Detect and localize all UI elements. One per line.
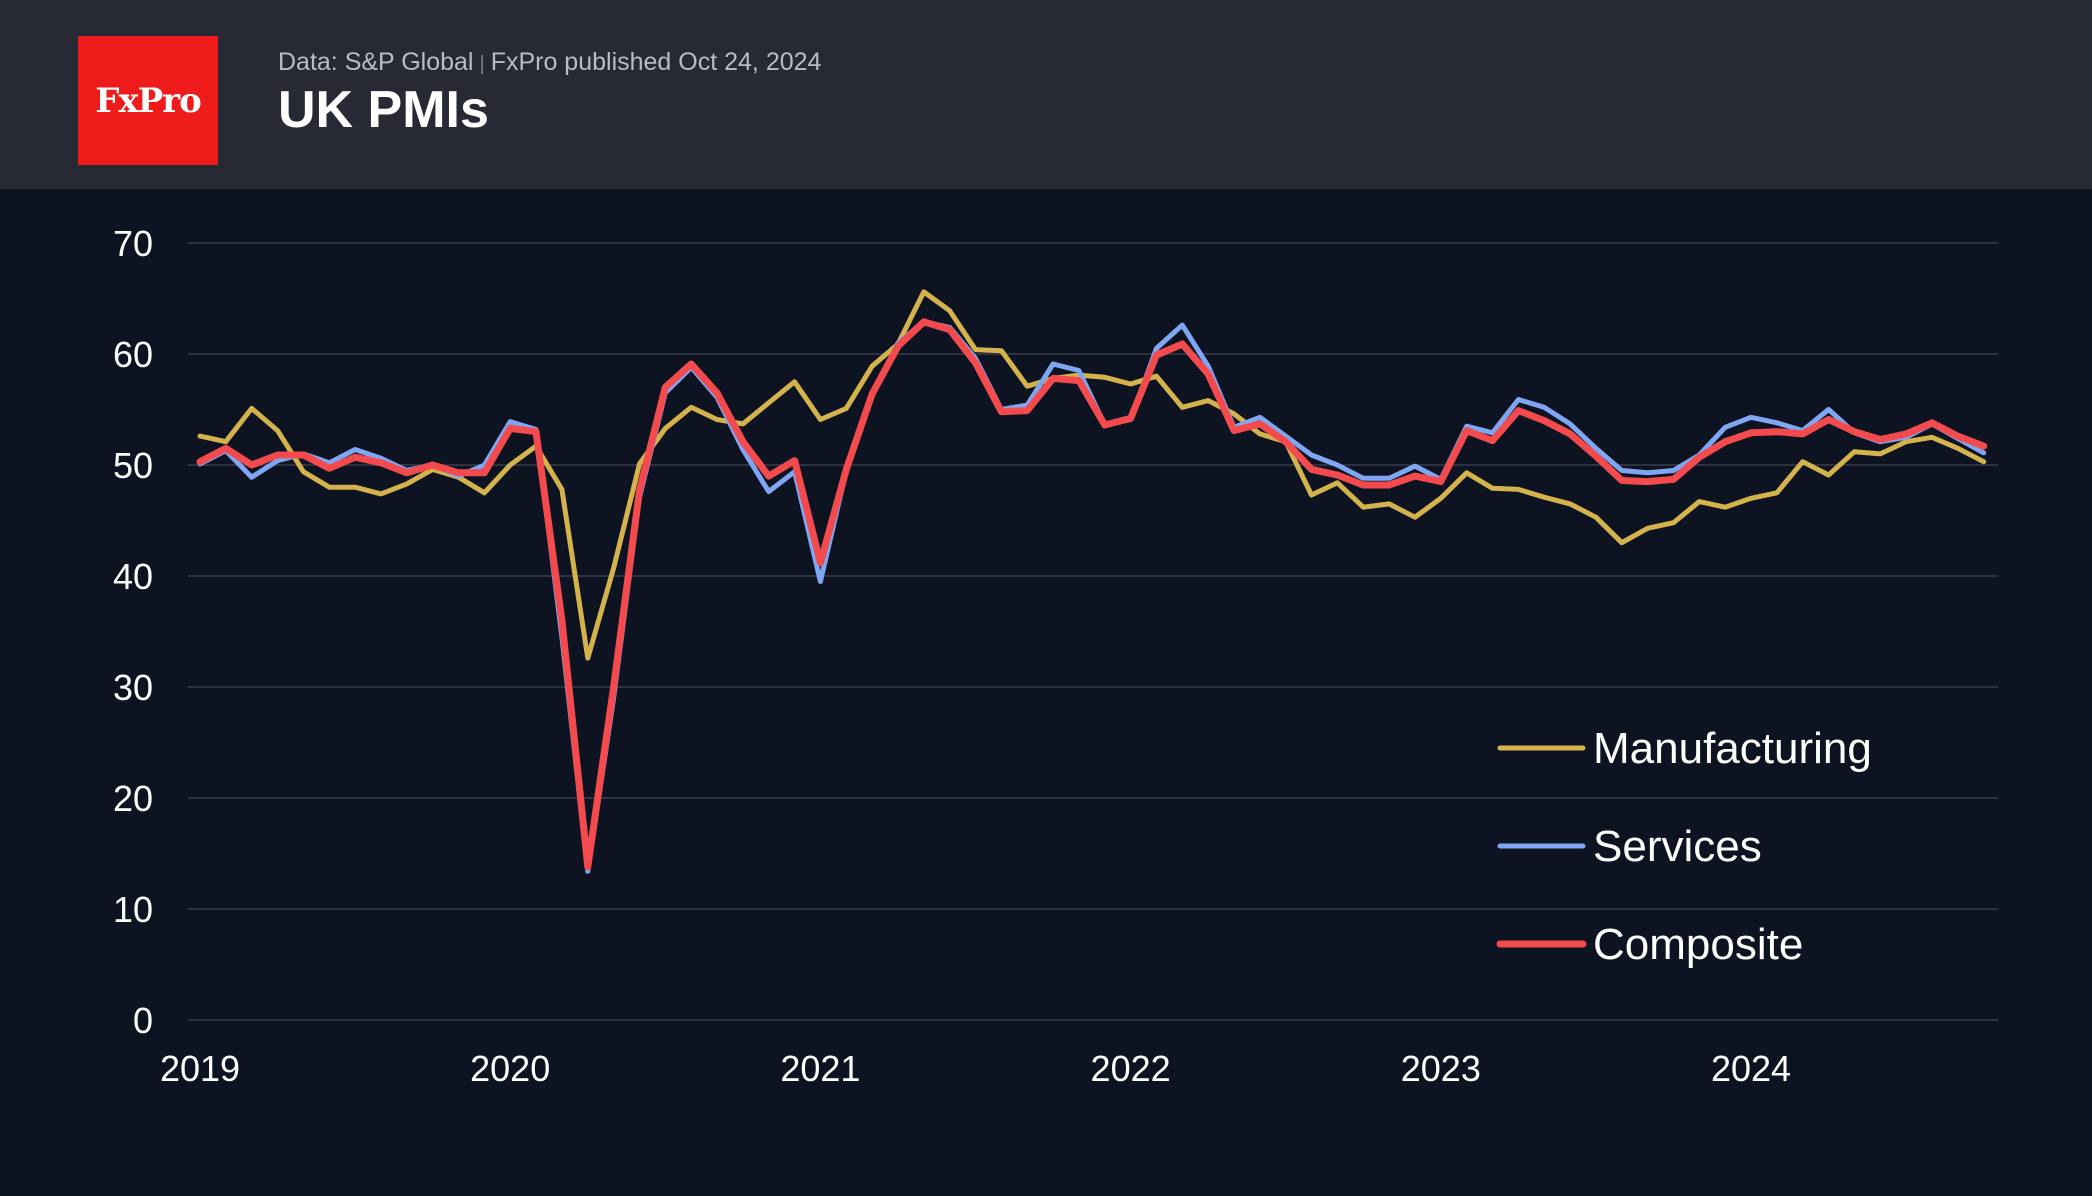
published-date: FxPro published Oct 24, 2024 — [490, 48, 822, 76]
fxpro-logo: FxPro — [78, 36, 218, 165]
x-tick-label: 2019 — [160, 1048, 240, 1089]
y-tick-label: 40 — [113, 556, 153, 597]
legend: Manufacturing Services Composite — [1496, 724, 1872, 969]
series-line-composite — [196, 318, 1988, 871]
y-tick-label: 60 — [113, 334, 153, 375]
y-tick-label: 0 — [133, 1000, 153, 1041]
y-tick-label: 50 — [113, 445, 153, 486]
legend-label-composite: Composite — [1593, 920, 1803, 969]
y-tick-label: 20 — [113, 778, 153, 819]
x-tick-label: 2020 — [470, 1048, 550, 1089]
x-tick-label: 2021 — [780, 1048, 860, 1089]
x-tick-label: 2023 — [1401, 1048, 1481, 1089]
x-axis-ticks: 2019 2020 2021 2022 2023 2024 — [160, 1048, 1791, 1089]
legend-label-manufacturing: Manufacturing — [1593, 724, 1872, 773]
separator: | — [479, 53, 485, 75]
series-line-manufacturing — [197, 289, 1987, 661]
y-tick-label: 70 — [113, 223, 153, 264]
chart-title: UK PMIs — [278, 81, 489, 139]
y-tick-label: 10 — [113, 889, 153, 930]
x-tick-label: 2022 — [1091, 1048, 1171, 1089]
logo-text: FxPro — [95, 80, 202, 121]
y-axis-ticks: 0 10 20 30 40 50 60 70 — [113, 223, 153, 1041]
source-line: Data: S&P Global | FxPro published Oct 24,… — [278, 48, 821, 77]
x-tick-label: 2024 — [1711, 1048, 1791, 1089]
legend-label-services: Services — [1593, 822, 1762, 871]
y-tick-label: 30 — [113, 667, 153, 708]
data-source: Data: S&P Global — [278, 48, 474, 76]
header-bar: FxPro Data: S&P Global | FxPro published O… — [0, 0, 2092, 189]
series-lines — [196, 289, 1988, 874]
grid-lines — [188, 242, 1998, 1021]
